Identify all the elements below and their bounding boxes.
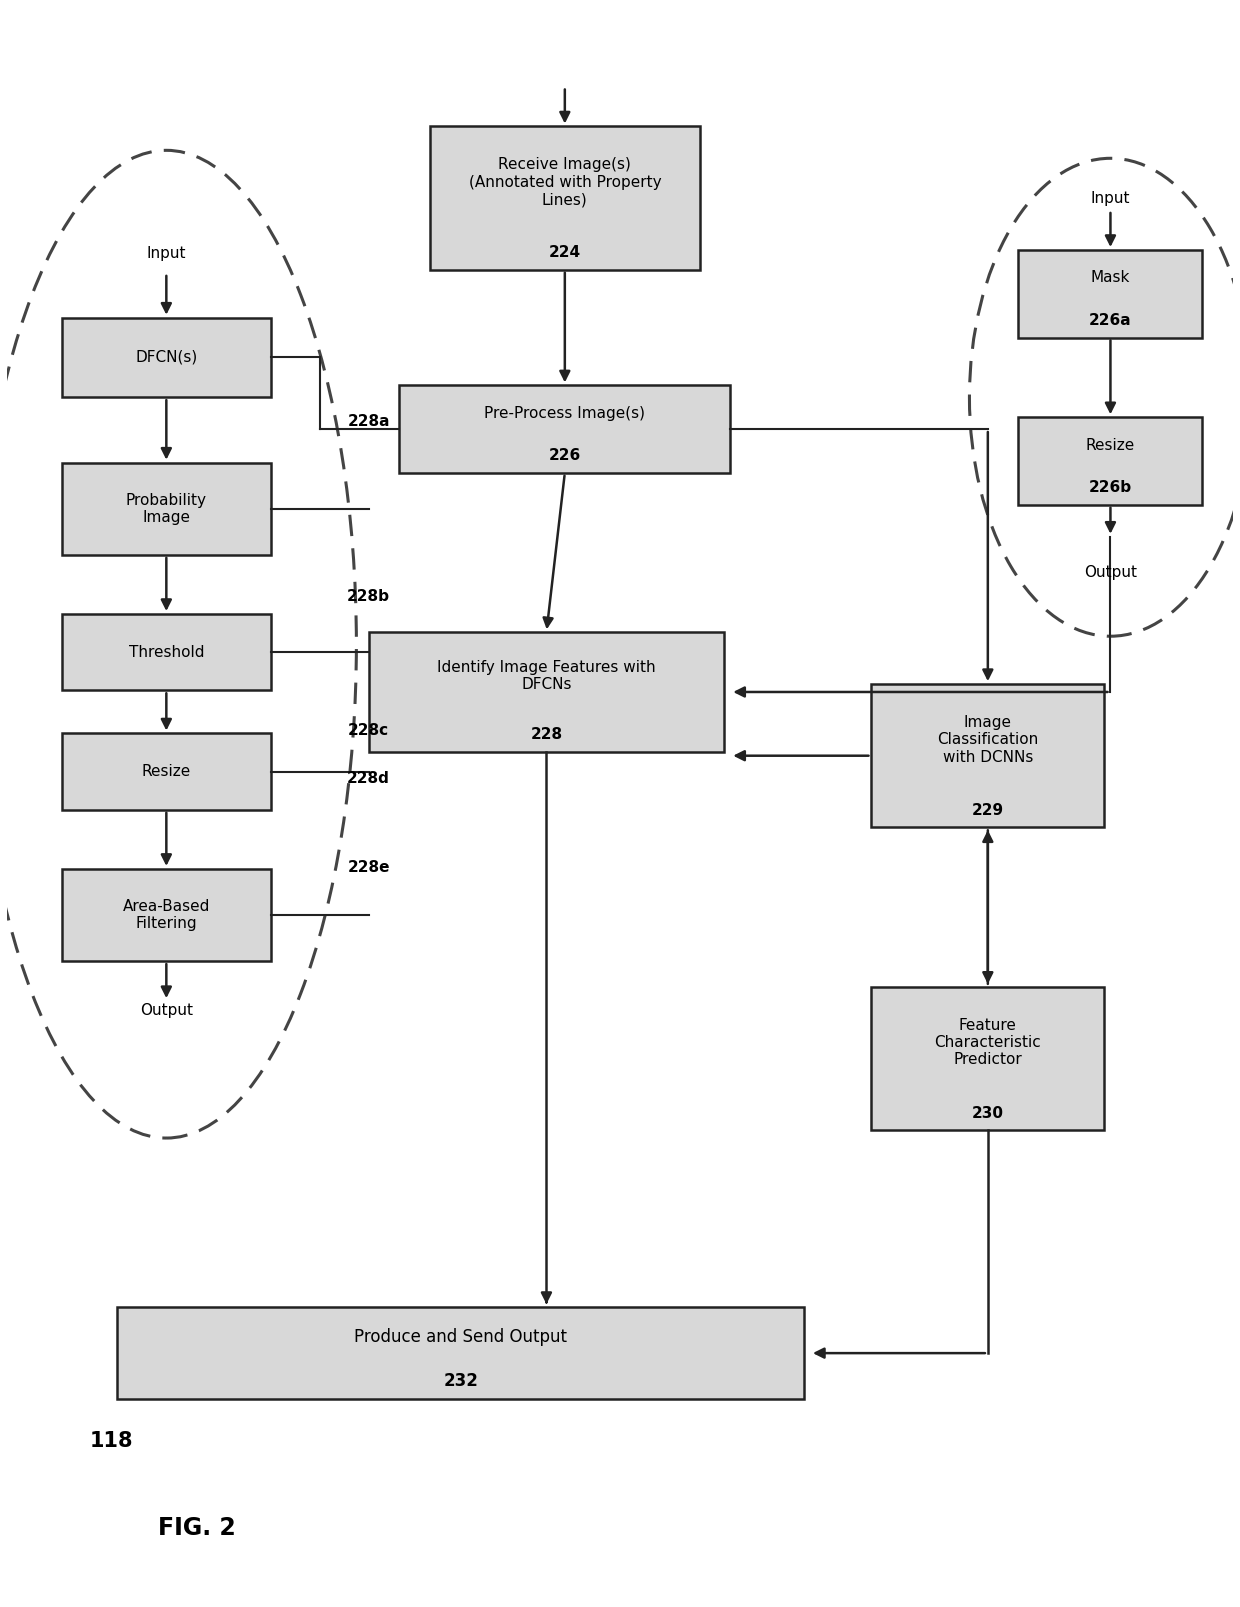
Text: 228c: 228c bbox=[348, 723, 389, 738]
Text: Identify Image Features with
DFCNs: Identify Image Features with DFCNs bbox=[438, 660, 656, 693]
Text: 232: 232 bbox=[443, 1372, 479, 1390]
Text: 228b: 228b bbox=[347, 588, 391, 604]
FancyBboxPatch shape bbox=[872, 685, 1105, 828]
Text: Probability
Image: Probability Image bbox=[125, 493, 207, 525]
FancyBboxPatch shape bbox=[62, 318, 270, 397]
Text: Output: Output bbox=[1084, 566, 1137, 580]
Text: 228a: 228a bbox=[347, 413, 389, 429]
FancyBboxPatch shape bbox=[118, 1306, 804, 1400]
Text: Input: Input bbox=[1091, 191, 1130, 206]
Text: Pre-Process Image(s): Pre-Process Image(s) bbox=[485, 405, 645, 421]
FancyBboxPatch shape bbox=[430, 127, 699, 270]
Text: 224: 224 bbox=[549, 246, 580, 260]
Text: 226: 226 bbox=[549, 448, 582, 463]
Text: Receive Image(s)
(Annotated with Property
Lines): Receive Image(s) (Annotated with Propert… bbox=[469, 157, 661, 207]
Text: 226a: 226a bbox=[1089, 313, 1132, 328]
Text: Image
Classification
with DCNNs: Image Classification with DCNNs bbox=[937, 715, 1038, 765]
FancyBboxPatch shape bbox=[399, 386, 730, 472]
FancyBboxPatch shape bbox=[872, 987, 1105, 1130]
Text: 229: 229 bbox=[972, 804, 1004, 818]
Text: Produce and Send Output: Produce and Send Output bbox=[355, 1329, 567, 1347]
Text: 228: 228 bbox=[531, 726, 563, 742]
Text: Feature
Characteristic
Predictor: Feature Characteristic Predictor bbox=[935, 1017, 1042, 1067]
FancyBboxPatch shape bbox=[1018, 251, 1203, 337]
Text: Output: Output bbox=[140, 1003, 193, 1019]
Text: Mask: Mask bbox=[1091, 270, 1130, 286]
Text: 228d: 228d bbox=[347, 770, 391, 786]
Text: Resize: Resize bbox=[141, 765, 191, 779]
FancyBboxPatch shape bbox=[62, 463, 270, 554]
Text: FIG. 2: FIG. 2 bbox=[159, 1517, 236, 1541]
FancyBboxPatch shape bbox=[368, 632, 724, 752]
FancyBboxPatch shape bbox=[1018, 418, 1203, 505]
Text: 118: 118 bbox=[89, 1430, 133, 1451]
Text: 226b: 226b bbox=[1089, 480, 1132, 495]
Text: 228e: 228e bbox=[347, 860, 389, 874]
Text: 230: 230 bbox=[972, 1106, 1004, 1120]
Text: Input: Input bbox=[146, 246, 186, 262]
Text: Resize: Resize bbox=[1086, 437, 1135, 453]
FancyBboxPatch shape bbox=[62, 869, 270, 961]
Text: DFCN(s): DFCN(s) bbox=[135, 350, 197, 365]
Text: Threshold: Threshold bbox=[129, 644, 205, 659]
FancyBboxPatch shape bbox=[62, 733, 270, 810]
FancyBboxPatch shape bbox=[62, 614, 270, 691]
Text: Area-Based
Filtering: Area-Based Filtering bbox=[123, 898, 210, 930]
